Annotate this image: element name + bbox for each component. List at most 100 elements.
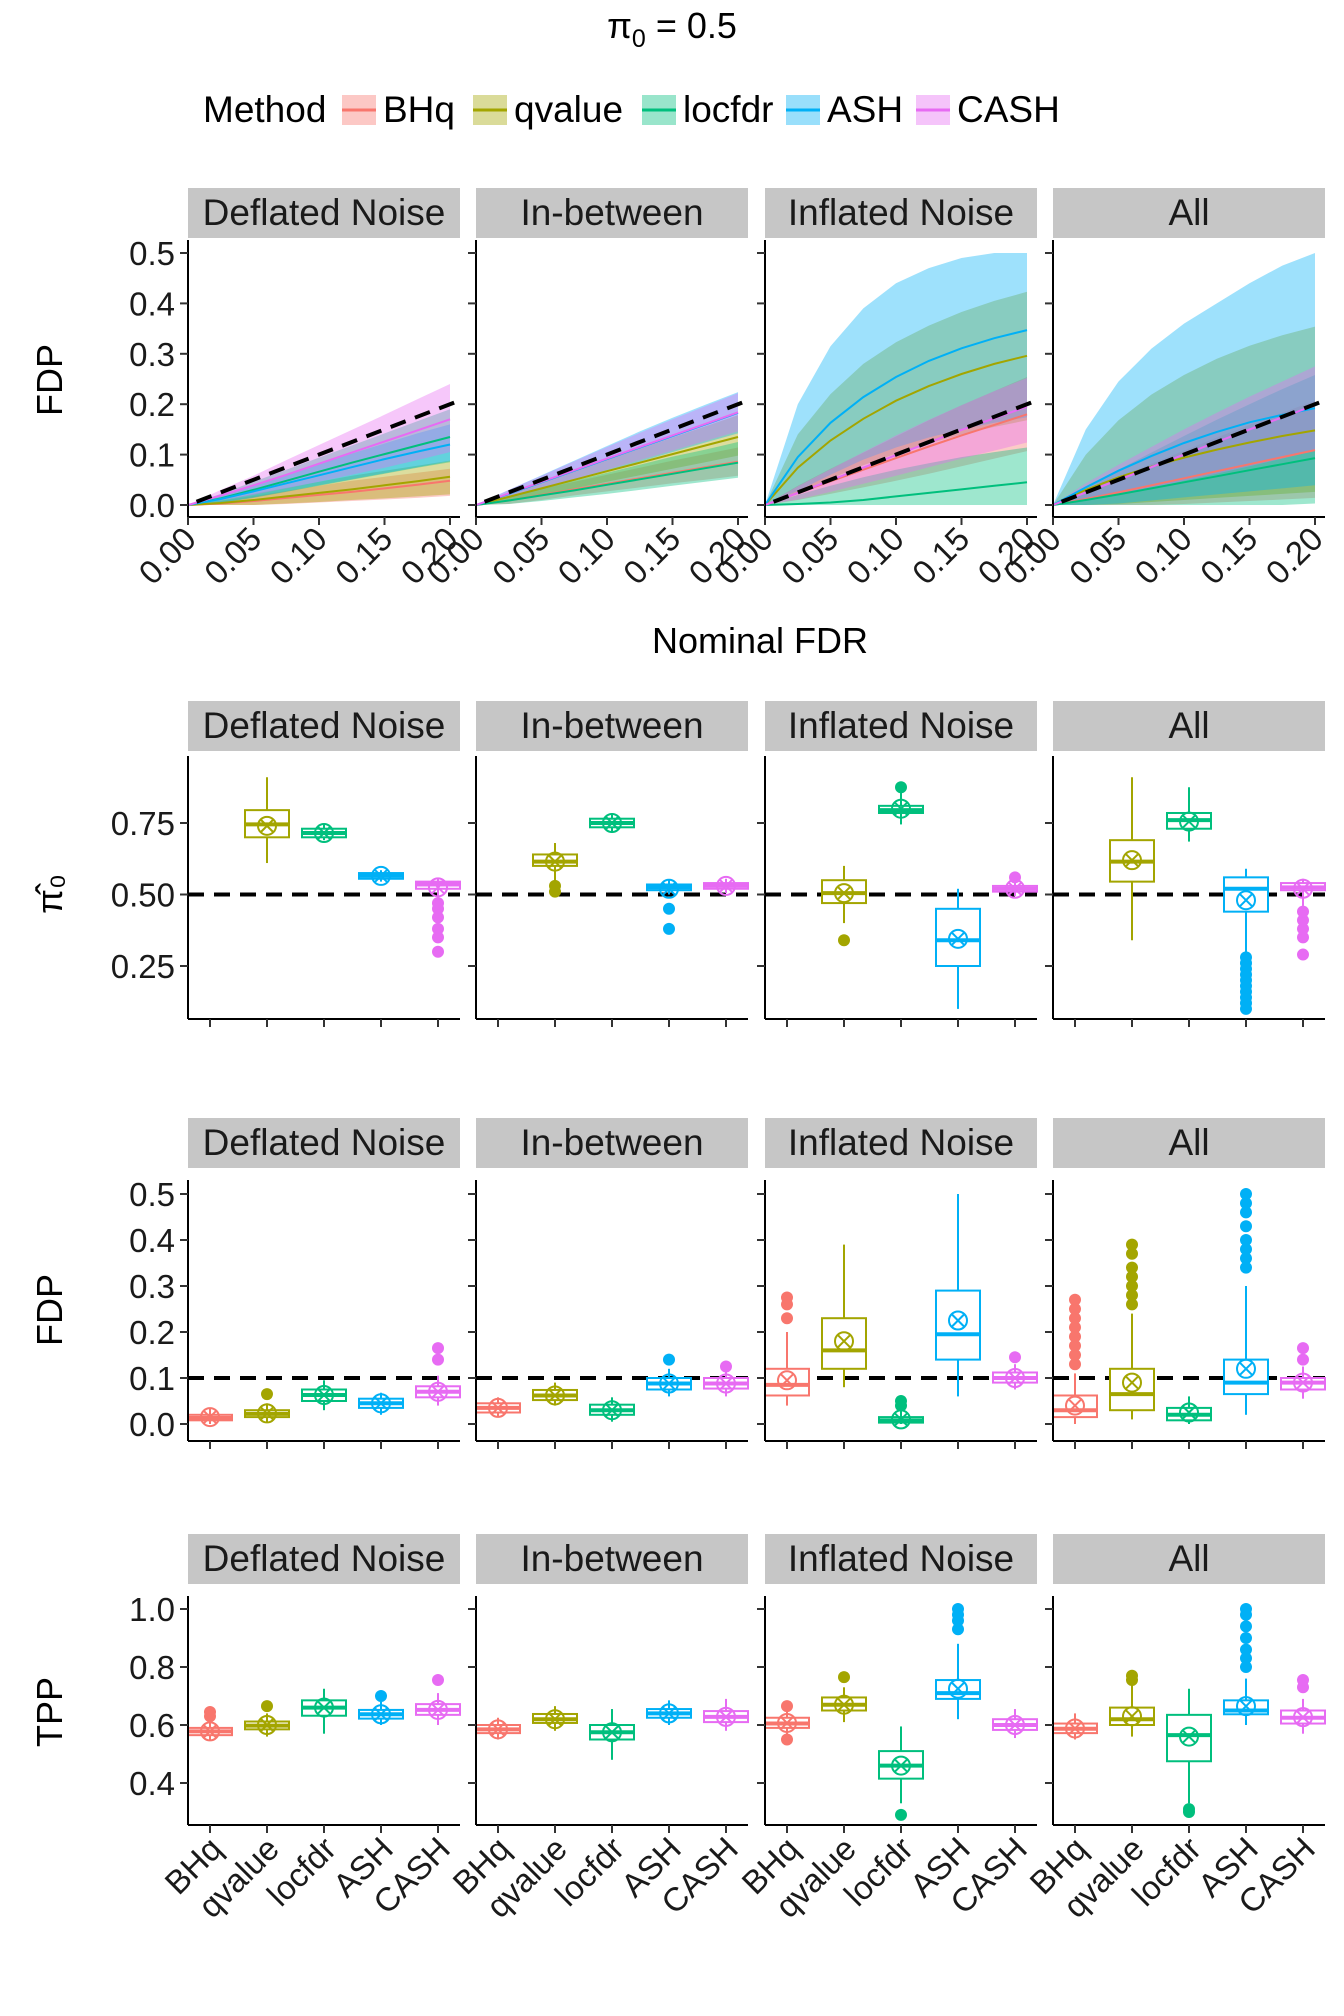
facet-strip <box>765 188 1037 238</box>
outlier-point <box>838 1671 850 1684</box>
ribbon-cash <box>476 393 738 505</box>
mean-marker <box>1293 1707 1313 1728</box>
outlier-point <box>432 1353 444 1366</box>
mean-marker-cross <box>548 1388 562 1403</box>
mean-marker <box>371 1393 391 1414</box>
box-locfdr <box>878 1726 924 1821</box>
box-cash <box>415 1342 461 1406</box>
x-axis-title: Nominal FDR <box>652 620 868 661</box>
outlier-point <box>432 1674 444 1687</box>
mean-marker-cross <box>374 1396 388 1411</box>
box-qvalue <box>532 843 578 898</box>
box-qvalue <box>244 1388 290 1424</box>
outlier-point <box>261 1388 273 1401</box>
box-ash <box>358 1690 404 1725</box>
mean-marker <box>428 1699 448 1720</box>
y-tick-label: 0.1 <box>129 437 175 474</box>
facet-label: Deflated Noise <box>203 192 446 233</box>
ribbon-qvalue <box>188 460 450 505</box>
mean-marker <box>200 1721 220 1742</box>
facet-panel: All <box>1045 1118 1326 1449</box>
mean-marker-cross <box>1239 1699 1253 1713</box>
y-axis-title: π̂₀ <box>29 874 70 914</box>
line-bhq <box>1053 449 1316 506</box>
facet-strip <box>476 1534 748 1584</box>
mean-marker-cross <box>374 869 388 883</box>
legend-label: CASH <box>957 89 1060 130</box>
box-locfdr <box>1166 1688 1212 1818</box>
box-ash <box>935 888 981 1009</box>
ribbon-locfdr <box>1053 375 1315 505</box>
panel-area <box>188 384 460 508</box>
ribbon-bhq <box>476 447 738 505</box>
facet-strip <box>1053 1118 1325 1168</box>
box-ash <box>935 1194 981 1397</box>
facet-strip <box>188 1534 460 1584</box>
box-locfdr <box>589 1397 635 1422</box>
legend: Method BHq qvalue locfdr ASH CASH <box>203 89 1060 130</box>
facet-panel: Inflated Noise <box>757 701 1038 1027</box>
mean-marker <box>1236 1696 1256 1717</box>
y-tick-label: 0.50 <box>111 877 175 914</box>
outlier-point <box>1240 1206 1252 1219</box>
outlier-point <box>1126 1238 1138 1251</box>
box-ash <box>646 1700 692 1725</box>
mean-marker <box>1293 1372 1313 1393</box>
outlier-point <box>720 1360 732 1373</box>
facet-label: Inflated Noise <box>788 192 1014 233</box>
ribbon-ash <box>476 392 738 505</box>
outlier-point <box>1126 1298 1138 1311</box>
box-bhq <box>764 1291 810 1406</box>
legend-title: Method <box>203 89 326 130</box>
y-tick-label: 0.3 <box>129 336 175 373</box>
box-qvalue <box>532 1382 578 1406</box>
line-qvalue <box>476 436 739 506</box>
y-tick-label: 0.3 <box>129 1268 175 1305</box>
mean-marker <box>371 1704 391 1725</box>
outlier-point <box>1069 1349 1081 1361</box>
line-locfdr <box>476 461 739 506</box>
fdp-box-row: Deflated Noise 0.0 0.1 0.2 0.3 0.4 0.5 In-betwe… <box>29 1118 1326 1449</box>
outlier-point <box>549 879 561 892</box>
y-axis-title: FDP <box>29 344 70 416</box>
mean-marker-cross <box>1239 1362 1253 1376</box>
mean-marker-cross <box>605 1725 619 1739</box>
mean-marker-cross <box>260 1406 274 1421</box>
line-cash <box>188 418 451 506</box>
y-axis-title: FDP <box>29 1274 70 1346</box>
box-qvalue <box>1109 1238 1155 1420</box>
box-qvalue <box>1109 777 1155 941</box>
box-cash <box>992 1709 1038 1739</box>
mean-marker <box>1179 1402 1199 1423</box>
mean-marker-cross <box>1068 1721 1082 1736</box>
panel-area <box>765 253 1037 508</box>
outlier-point <box>1069 1293 1081 1306</box>
outlier-point <box>1069 1330 1081 1343</box>
mean-marker <box>777 1370 797 1391</box>
outlier-point <box>1297 1674 1309 1687</box>
mean-marker-cross <box>491 1722 505 1737</box>
box-locfdr <box>301 823 347 844</box>
mean-marker <box>659 878 679 899</box>
facet-strip <box>188 188 460 238</box>
line-qvalue <box>1053 429 1316 506</box>
outlier-point <box>1297 922 1309 935</box>
mean-marker-cross <box>837 886 851 900</box>
box-body <box>821 1317 867 1370</box>
box-ash <box>935 1603 981 1720</box>
outlier-point <box>952 1623 964 1636</box>
mean-marker <box>1179 811 1199 832</box>
mean-marker <box>834 1694 854 1715</box>
mean-marker-cross <box>605 1403 619 1417</box>
mean-marker <box>891 798 911 819</box>
title-subscript: 0 <box>632 25 646 53</box>
mean-marker <box>1179 1726 1199 1747</box>
mean-marker <box>488 1719 508 1740</box>
mean-marker <box>314 823 334 844</box>
mean-marker-cross <box>491 1401 505 1415</box>
facet-strip <box>765 1534 1037 1584</box>
mean-marker-cross <box>548 1712 562 1726</box>
box-qvalue <box>1109 1669 1155 1737</box>
line-ash <box>1053 407 1316 506</box>
